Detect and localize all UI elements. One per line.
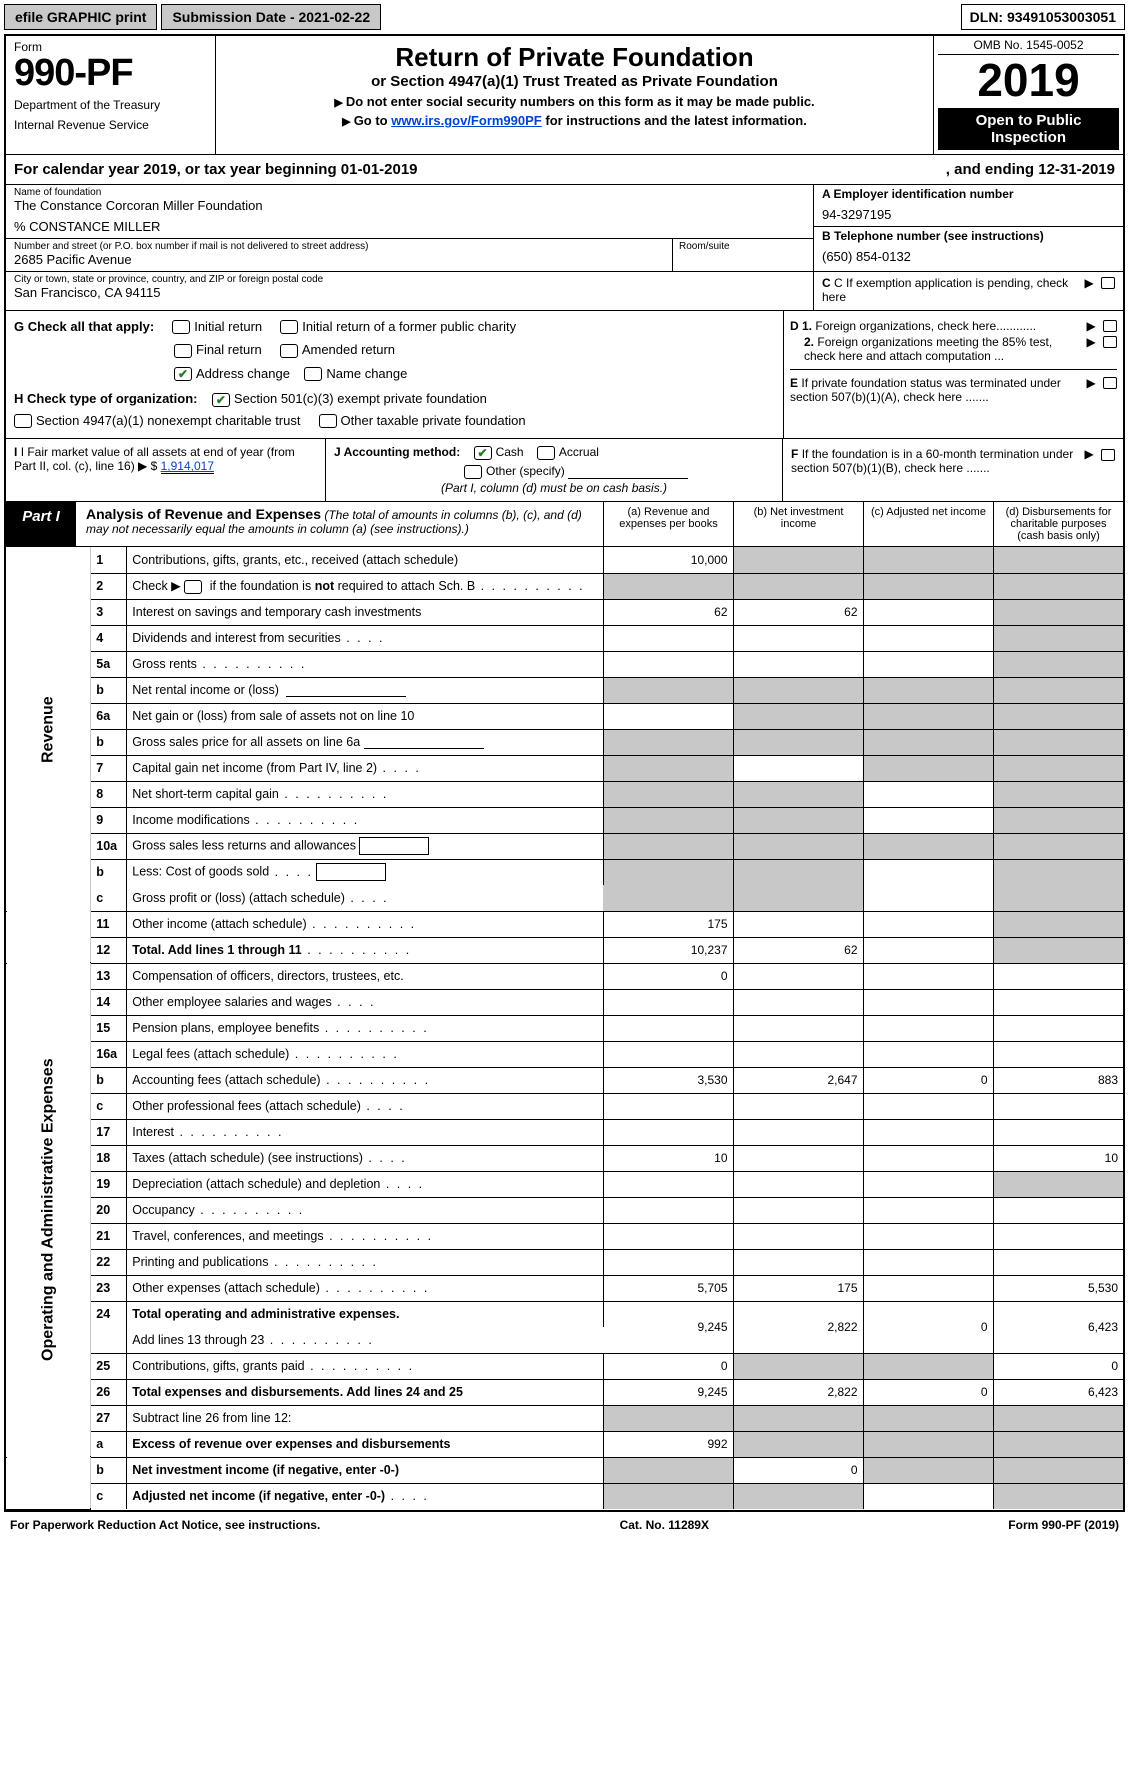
calyear-b: , and ending 12-31-2019 [946,161,1115,178]
calyear: For calendar year 2019, or tax year begi… [6,155,1123,185]
b-label: B Telephone number (see instructions) [822,229,1115,243]
name-label: Name of foundation [14,187,805,198]
ein: 94-3297195 [822,207,1115,222]
c-checkbox[interactable]: ▶ [1084,276,1115,290]
hdr-right: OMB No. 1545-0052 2019 Open to Public In… [933,36,1123,154]
cb-final[interactable] [174,344,192,358]
footer: For Paperwork Reduction Act Notice, see … [0,1512,1129,1536]
h-label: H Check type of organization: [14,391,197,406]
omb: OMB No. 1545-0052 [938,38,1119,55]
footer-mid: Cat. No. 11289X [620,1518,709,1532]
a-label: A Employer identification number [822,187,1115,201]
part1-table: Revenue 1Contributions, gifts, grants, e… [6,547,1123,1510]
efile-btn[interactable]: efile GRAPHIC print [4,4,157,30]
g-label: G Check all that apply: [14,319,154,334]
j-note: (Part I, column (d) must be on cash basi… [334,481,774,495]
f-checkbox[interactable]: ▶ [1084,447,1115,461]
d1-checkbox[interactable]: ▶ [1086,319,1117,333]
d2-checkbox[interactable]: ▶ [1086,335,1117,349]
hdr-left: Form 990-PF Department of the Treasury I… [6,36,216,154]
side-expenses: Operating and Administrative Expenses [6,963,91,1457]
addr-label: Number and street (or P.O. box number if… [14,241,664,252]
i-val[interactable]: 1,914,017 [161,459,214,474]
col-b: (b) Net investment income [733,502,863,546]
form-main: Form 990-PF Department of the Treasury I… [4,34,1125,1512]
cb-schb[interactable] [184,580,202,594]
warn1: Do not enter social security numbers on … [224,94,925,109]
col-a: (a) Revenue and expenses per books [603,502,733,546]
part1-tab: Part I [6,502,76,546]
addr: 2685 Pacific Avenue [14,252,664,267]
topbar: efile GRAPHIC print Submission Date - 20… [0,0,1129,34]
irs-link[interactable]: www.irs.gov/Form990PF [391,113,542,128]
c-label: C C If exemption application is pending,… [822,276,1084,304]
cb-initial-former[interactable] [280,320,298,334]
room-label: Room/suite [673,239,813,271]
hdr-mid: Return of Private Foundation or Section … [216,36,933,154]
city-row: City or town, state or province, country… [6,272,1123,311]
foundation-name: The Constance Corcoran Miller Foundation [14,198,805,213]
footer-left: For Paperwork Reduction Act Notice, see … [10,1518,320,1532]
i-label: I I Fair market value of all assets at e… [14,445,295,473]
dept2: Internal Revenue Service [14,118,207,132]
col-d: (d) Disbursements for charitable purpose… [993,502,1123,546]
cb-4947[interactable] [14,414,32,428]
cb-addr-change[interactable] [174,367,192,381]
tax-year: 2019 [938,55,1119,106]
ijf-block: I I Fair market value of all assets at e… [6,439,1123,502]
city-label: City or town, state or province, country… [14,274,805,285]
side-revenue: Revenue [6,547,91,911]
co-name: % CONSTANCE MILLER [14,219,805,234]
cb-501c3[interactable] [212,393,230,407]
city: San Francisco, CA 94115 [14,285,805,300]
open-public: Open to Public Inspection [938,108,1119,150]
cb-accrual[interactable] [537,446,555,460]
j-label: J Accounting method: [334,445,460,459]
dln: DLN: 93491053003051 [961,4,1125,30]
ident-block: Name of foundation The Constance Corcora… [6,185,1123,272]
cb-initial[interactable] [172,320,190,334]
cb-name-change[interactable] [304,367,322,381]
phone: (650) 854-0132 [822,249,1115,264]
subdate-btn: Submission Date - 2021-02-22 [161,4,381,30]
col-c: (c) Adjusted net income [863,502,993,546]
cb-other[interactable] [464,465,482,479]
cb-cash[interactable] [474,446,492,460]
gh-block: G Check all that apply: Initial return I… [6,311,1123,440]
part1-header: Part I Analysis of Revenue and Expenses … [6,502,1123,547]
form-title: Return of Private Foundation [224,42,925,73]
footer-right: Form 990-PF (2019) [1008,1518,1119,1532]
calyear-a: For calendar year 2019, or tax year begi… [14,161,418,178]
part1-desc: Analysis of Revenue and Expenses (The to… [76,502,603,546]
dept1: Department of the Treasury [14,98,207,112]
form-number: 990-PF [14,54,207,92]
cb-other-tax[interactable] [319,414,337,428]
warn2: Go to www.irs.gov/Form990PF for instruct… [224,113,925,128]
header: Form 990-PF Department of the Treasury I… [6,36,1123,155]
form-subtitle: or Section 4947(a)(1) Trust Treated as P… [224,73,925,90]
cb-amended[interactable] [280,344,298,358]
e-checkbox[interactable]: ▶ [1086,376,1117,390]
